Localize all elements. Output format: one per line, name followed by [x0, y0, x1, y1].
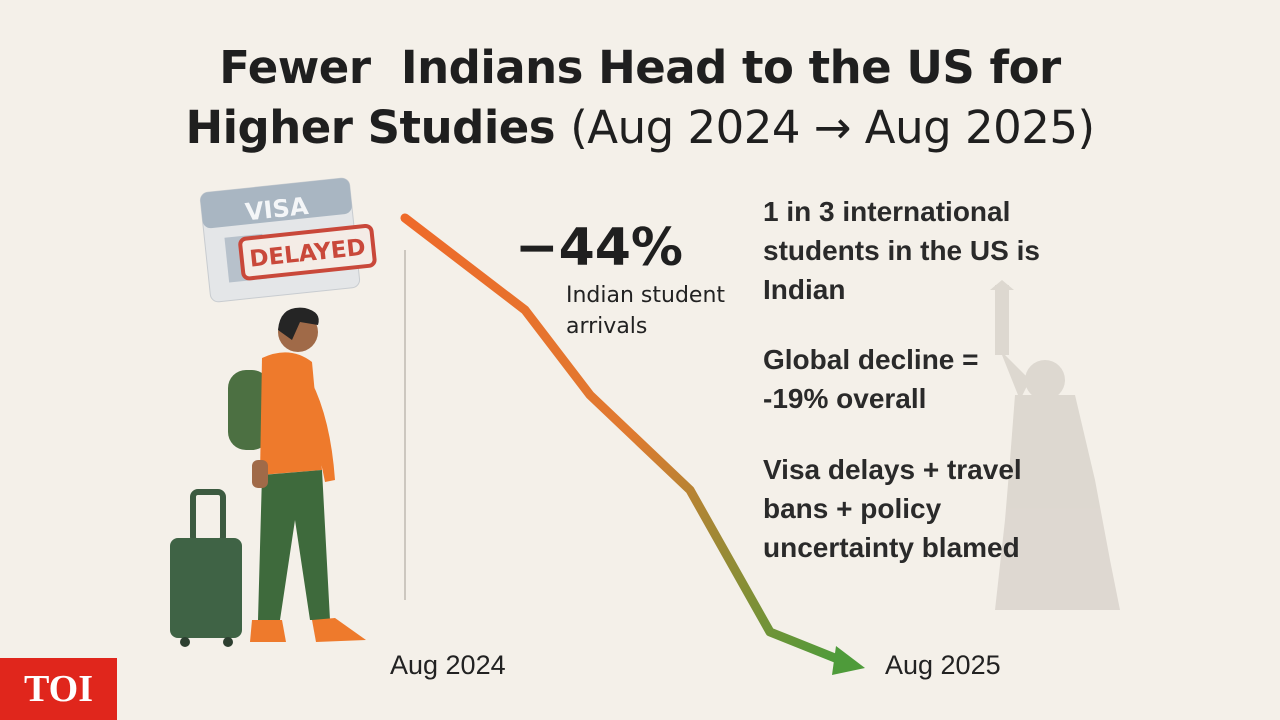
title-period: (Aug 2024 → Aug 2025)	[570, 101, 1095, 154]
arrow-head	[832, 646, 865, 675]
visa-label: VISA	[244, 192, 310, 227]
visa-card	[199, 177, 377, 303]
highlight-caption: Indian student arrivals	[566, 283, 726, 339]
title-text: Higher Studies	[185, 101, 556, 154]
statue-silhouette	[990, 280, 1120, 610]
fact: 1 in 3 international students in the US …	[763, 196, 1040, 305]
highlight-figure: −44%	[515, 218, 684, 278]
title-line: Higher Studies (Aug 2024 → Aug 2025)	[0, 98, 1280, 158]
timeline-end: Aug 2025	[885, 650, 1001, 680]
title-line: Fewer Indians Head to the US for	[219, 41, 1061, 94]
traveler	[228, 307, 366, 642]
timeline-start: Aug 2024	[390, 650, 506, 680]
logo: TOI	[0, 658, 117, 720]
visa-stamp: DELAYED	[248, 235, 367, 273]
suitcase	[170, 489, 242, 647]
title: Fewer Indians Head to the US for Higher …	[0, 38, 1280, 158]
decline-line	[400, 213, 845, 665]
fact: Visa delays + travel bans + policy uncer…	[763, 454, 1022, 563]
fact: Global decline = -19% overall	[763, 344, 979, 414]
